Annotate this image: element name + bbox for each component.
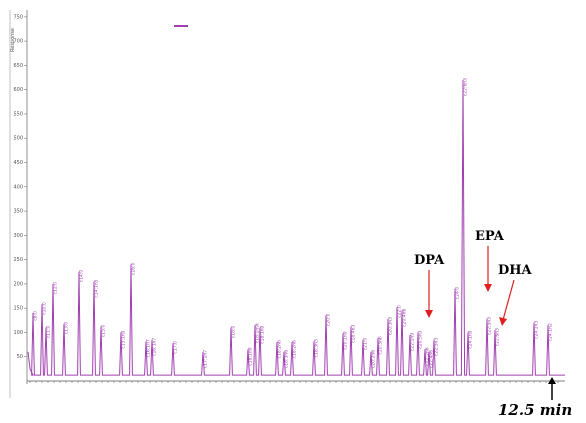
peak-label: c13:0 xyxy=(64,322,70,335)
peak-label: c22:0 xyxy=(397,305,403,318)
y-tick-label: 150 xyxy=(13,306,23,312)
peak-label: c22:2n6 xyxy=(425,347,431,365)
time-marker-arrowhead xyxy=(548,377,556,384)
peak-label: c17:0 xyxy=(173,341,179,354)
chromatogram-trace xyxy=(27,79,565,376)
y-axis-label: Response xyxy=(10,28,16,52)
peak-label: c17:1n7 xyxy=(203,350,209,368)
x-axis-ticks xyxy=(29,381,559,383)
y-axis-ticks: 50 100 150 200 250 300 350 400 450 500 550 600 650 70… xyxy=(13,14,27,360)
arrowhead-epa xyxy=(484,284,492,292)
peak-label: c22:5n3 xyxy=(434,338,440,356)
peak-label: c18:2n6 xyxy=(277,340,283,358)
peak-label: c24:0 xyxy=(455,287,461,300)
peak-label: c22:5n3 xyxy=(487,317,493,335)
peak-label: c22:6n3 xyxy=(495,328,501,346)
peak-label: c22:4n6 xyxy=(429,350,435,368)
arrowhead-dha xyxy=(499,317,507,326)
peak-label: c18:3n6 xyxy=(284,350,290,368)
annotation-epa: EPA xyxy=(475,229,505,244)
peak-label: c24:1n9 xyxy=(468,330,474,348)
peak-label: c24:1n2 xyxy=(548,323,554,341)
peak-label: c12:0 xyxy=(53,282,59,295)
y-tick-label: 650 xyxy=(13,63,23,69)
peak-label: c15:0 xyxy=(101,324,107,337)
peak-label: c14:1n5 xyxy=(94,279,100,297)
peak-label: c20:3n6 xyxy=(378,336,384,354)
peak-label: c15:1n5 xyxy=(121,330,127,348)
peak-label: c18:0 xyxy=(231,325,237,338)
time-marker-label: 12.5 min xyxy=(498,401,572,419)
peak-label: c16:1n7 xyxy=(152,338,158,356)
peak-label: c20:5n3 xyxy=(418,330,424,348)
peak-label: c20:3n3 xyxy=(388,317,394,335)
annotation-dpa: DPA xyxy=(414,253,445,268)
peak-label: c21:0 xyxy=(363,338,369,351)
annotation-dha: DHA xyxy=(498,263,533,278)
arrowhead-dpa xyxy=(425,310,433,318)
peak-label: c11:0 xyxy=(46,325,52,338)
y-tick-label: 750 xyxy=(13,14,23,20)
y-tick-label: 200 xyxy=(13,281,23,287)
y-tick-label: 500 xyxy=(13,136,23,142)
y-tick-label: 600 xyxy=(13,87,23,93)
peak-label: c16:0 xyxy=(131,262,137,275)
y-tick-label: 50 xyxy=(17,354,23,360)
peak-label: c14:0 xyxy=(79,270,85,283)
arrow-dha xyxy=(502,279,515,321)
peak-label: c18:4n3 xyxy=(351,324,357,342)
peak-label: c20:1n9 xyxy=(343,331,349,349)
peak-label: c8:0 xyxy=(33,311,39,321)
peak-label: c22:1n9 xyxy=(410,333,416,351)
peak-label: c22:6n3 xyxy=(463,78,469,96)
y-tick-label: 100 xyxy=(13,330,23,336)
y-tick-label: 700 xyxy=(13,39,23,45)
peak-label: c18:1n9 xyxy=(260,325,266,343)
peak-label: c20:4n6 xyxy=(402,308,408,326)
y-tick-label: 450 xyxy=(13,160,23,166)
y-tick-label: 250 xyxy=(13,257,23,263)
peak-label: c18:1n9 xyxy=(248,347,254,365)
peak-label: c20:2n6 xyxy=(371,350,377,368)
peak-label: c18:1n9t xyxy=(255,323,261,343)
peak-label: c10:0 xyxy=(42,302,48,315)
y-tick-label: 400 xyxy=(13,184,23,190)
y-tick-label: 350 xyxy=(13,209,23,215)
y-tick-label: 550 xyxy=(13,111,23,117)
peak-label: c18:3n3 xyxy=(314,339,320,357)
peak-label: c20:0 xyxy=(326,313,332,326)
peak-label: c16:1n7 xyxy=(146,339,152,357)
y-tick-label: 300 xyxy=(13,233,23,239)
peak-label: c24:1n3 xyxy=(534,321,540,339)
peak-label: c18:2n6 xyxy=(292,340,298,358)
